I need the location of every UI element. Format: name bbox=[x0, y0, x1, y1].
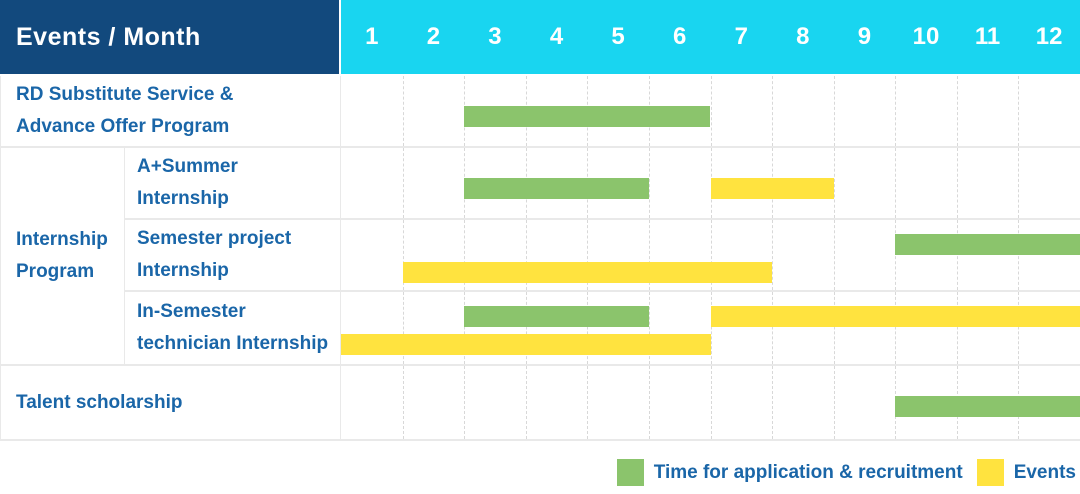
month-gridline bbox=[402, 366, 465, 439]
month-gridline bbox=[464, 292, 526, 364]
legend-item-application: Time for application & recruitment bbox=[616, 459, 963, 486]
application-bar bbox=[464, 178, 649, 199]
application-bar bbox=[895, 234, 1080, 255]
event-bar bbox=[402, 262, 773, 283]
month-gridline bbox=[1018, 292, 1080, 364]
month-label: 12 bbox=[1035, 23, 1063, 50]
month-label: 1 bbox=[365, 23, 379, 50]
month-label: 2 bbox=[426, 23, 441, 50]
month-label: 11 bbox=[974, 23, 1001, 50]
month-gridline bbox=[587, 292, 649, 364]
table-row-a-summer: A+Summer Internship bbox=[125, 148, 1080, 220]
month-gridline bbox=[1018, 148, 1080, 218]
application-swatch-icon bbox=[616, 459, 644, 486]
month-gridline bbox=[956, 220, 1019, 290]
month-gridline bbox=[772, 76, 834, 146]
application-bar bbox=[464, 306, 649, 327]
legend-label: Events bbox=[1013, 461, 1076, 483]
row-chart-area bbox=[340, 292, 1080, 364]
event-bar bbox=[341, 334, 711, 355]
month-gridline bbox=[710, 220, 773, 290]
month-gridline bbox=[648, 292, 711, 364]
month-gridline bbox=[895, 76, 957, 146]
table-row-rd-substitute: RD Substitute Service & Advance Offer Pr… bbox=[1, 76, 1080, 148]
row-label: RD Substitute Service & Advance Offer Pr… bbox=[16, 84, 234, 137]
row-chart-area bbox=[340, 220, 1080, 290]
month-label: 8 bbox=[796, 23, 810, 50]
month-label: 3 bbox=[488, 23, 502, 50]
row-label: Talent scholarship bbox=[16, 391, 183, 413]
month-gridline bbox=[772, 292, 834, 364]
month-gridline bbox=[895, 148, 957, 218]
header-title-cell: Events / Month bbox=[0, 0, 339, 74]
month-gridline bbox=[648, 366, 711, 439]
month-gridline bbox=[833, 148, 896, 218]
month-gridline bbox=[525, 220, 588, 290]
application-bar bbox=[464, 106, 711, 127]
legend-label: Time for application & recruitment bbox=[653, 461, 963, 483]
month-gridline bbox=[833, 292, 896, 364]
month-gridline bbox=[402, 292, 465, 364]
month-gridline bbox=[464, 366, 526, 439]
month-label: 4 bbox=[549, 23, 564, 50]
month-gridline bbox=[956, 148, 1019, 218]
month-gridline bbox=[525, 292, 588, 364]
month-gridline bbox=[833, 76, 896, 146]
row-chart-area bbox=[340, 148, 1080, 218]
month-gridline bbox=[895, 292, 957, 364]
month-gridline bbox=[648, 148, 711, 218]
event-bar bbox=[710, 306, 1080, 327]
month-gridline bbox=[648, 220, 711, 290]
table-header: Events / Month 1 2 3 4 5 6 7 8 9 10 11 1… bbox=[0, 0, 1080, 74]
table-row-in-semester-technician: In-Semester technician Internship bbox=[125, 292, 1080, 364]
month-gridline bbox=[833, 220, 896, 290]
event-bar bbox=[710, 178, 834, 199]
table-row-talent-scholarship: Talent scholarship bbox=[1, 366, 1080, 441]
group-rows: A+Summer Internship Semester project Int… bbox=[125, 148, 1080, 364]
month-gridline bbox=[772, 220, 834, 290]
page-title: Events / Month bbox=[16, 22, 201, 51]
events-swatch-icon bbox=[976, 459, 1004, 486]
month-gridline bbox=[772, 366, 834, 439]
row-label: A+Summer Internship bbox=[137, 156, 238, 209]
table-body: RD Substitute Service & Advance Offer Pr… bbox=[0, 76, 1080, 441]
application-bar bbox=[895, 396, 1080, 417]
month-gridline bbox=[710, 366, 773, 439]
month-gridline bbox=[895, 220, 957, 290]
row-label: Semester project Internship bbox=[137, 228, 292, 281]
month-header: 1 2 3 4 5 6 7 8 9 10 11 12 bbox=[341, 0, 1080, 74]
month-gridline bbox=[956, 292, 1019, 364]
month-gridline bbox=[464, 220, 526, 290]
month-label: 10 bbox=[912, 23, 940, 50]
month-gridline bbox=[1018, 76, 1080, 146]
group-label: Internship Program bbox=[1, 148, 125, 364]
month-gridline bbox=[587, 366, 649, 439]
month-gridline bbox=[710, 292, 773, 364]
month-label: 6 bbox=[673, 23, 687, 50]
month-gridline bbox=[402, 76, 465, 146]
row-chart-area bbox=[340, 76, 1080, 146]
month-gridline bbox=[710, 76, 773, 146]
month-label: 5 bbox=[611, 23, 625, 50]
month-gridline bbox=[587, 220, 649, 290]
month-gridline bbox=[1018, 220, 1080, 290]
month-gridline bbox=[402, 220, 465, 290]
month-gridline bbox=[833, 366, 896, 439]
internship-program-group: Internship Program A+Summer Internship S… bbox=[1, 148, 1080, 366]
legend: Time for application & recruitment Event… bbox=[616, 459, 1076, 486]
row-chart-area bbox=[340, 366, 1080, 439]
row-label: In-Semester technician Internship bbox=[137, 301, 329, 354]
table-row-semester-project: Semester project Internship bbox=[125, 220, 1080, 292]
header-divider bbox=[339, 0, 341, 74]
month-gridline bbox=[525, 366, 588, 439]
month-label: 7 bbox=[734, 23, 748, 50]
month-gridline bbox=[956, 76, 1019, 146]
month-gridline bbox=[402, 148, 465, 218]
legend-item-events: Events bbox=[976, 459, 1076, 486]
month-label: 9 bbox=[857, 23, 872, 50]
